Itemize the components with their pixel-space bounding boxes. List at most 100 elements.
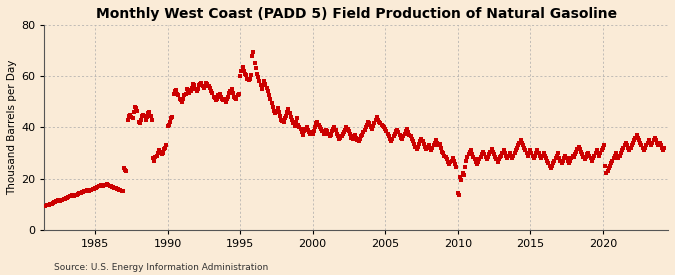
Point bbox=[162, 124, 173, 128]
Text: Source: U.S. Energy Information Administration: Source: U.S. Energy Information Administ… bbox=[54, 263, 268, 272]
Point bbox=[434, 142, 445, 146]
Point bbox=[503, 153, 514, 158]
Point bbox=[345, 131, 356, 136]
Point bbox=[446, 158, 457, 163]
Point bbox=[107, 185, 117, 189]
Point bbox=[335, 135, 346, 140]
Point bbox=[217, 97, 227, 101]
Point bbox=[185, 89, 196, 94]
Point bbox=[647, 141, 657, 145]
Point bbox=[114, 188, 125, 192]
Point bbox=[512, 146, 522, 150]
Point bbox=[140, 117, 151, 122]
Point bbox=[555, 158, 566, 163]
Point bbox=[451, 165, 462, 169]
Point bbox=[160, 146, 171, 150]
Point bbox=[35, 205, 46, 209]
Point bbox=[515, 138, 526, 142]
Point bbox=[283, 107, 294, 112]
Point bbox=[367, 126, 377, 131]
Point bbox=[90, 186, 101, 190]
Point bbox=[506, 153, 516, 158]
Point bbox=[365, 125, 376, 130]
Point bbox=[566, 156, 576, 160]
Point bbox=[529, 156, 539, 160]
Point bbox=[622, 143, 632, 147]
Point bbox=[485, 150, 495, 154]
Point bbox=[533, 151, 544, 155]
Point bbox=[632, 135, 643, 140]
Point bbox=[490, 155, 501, 159]
Point bbox=[182, 87, 192, 91]
Point bbox=[657, 146, 668, 150]
Point bbox=[154, 148, 165, 153]
Point bbox=[410, 144, 421, 149]
Point bbox=[348, 134, 359, 139]
Point bbox=[126, 115, 137, 119]
Point bbox=[539, 153, 550, 158]
Point bbox=[521, 151, 532, 155]
Point bbox=[606, 161, 617, 165]
Point bbox=[220, 100, 231, 104]
Point bbox=[587, 158, 597, 163]
Point bbox=[495, 155, 506, 159]
Point bbox=[121, 169, 132, 174]
Point bbox=[223, 94, 234, 99]
Point bbox=[481, 157, 492, 161]
Point bbox=[102, 182, 113, 186]
Point bbox=[472, 162, 483, 167]
Point bbox=[201, 80, 212, 85]
Point bbox=[654, 141, 665, 145]
Point bbox=[146, 117, 157, 122]
Point bbox=[535, 153, 545, 158]
Point bbox=[387, 137, 398, 141]
Point bbox=[513, 143, 524, 147]
Point bbox=[34, 205, 45, 210]
Point bbox=[593, 151, 603, 155]
Point bbox=[477, 152, 487, 156]
Point bbox=[584, 153, 595, 158]
Point bbox=[542, 158, 553, 163]
Point bbox=[417, 139, 428, 144]
Point bbox=[502, 156, 513, 160]
Point bbox=[553, 151, 564, 155]
Point bbox=[479, 152, 489, 156]
Point bbox=[468, 155, 479, 159]
Point bbox=[509, 151, 520, 155]
Point bbox=[256, 87, 267, 91]
Point bbox=[344, 129, 354, 133]
Point bbox=[596, 148, 607, 153]
Point bbox=[72, 192, 82, 197]
Point bbox=[597, 146, 608, 150]
Point bbox=[130, 105, 140, 109]
Point bbox=[631, 133, 642, 137]
Point bbox=[117, 189, 128, 194]
Point bbox=[136, 117, 146, 122]
Point bbox=[402, 126, 412, 131]
Point bbox=[317, 129, 327, 133]
Point bbox=[92, 185, 103, 189]
Point bbox=[97, 184, 108, 188]
Point bbox=[538, 151, 549, 155]
Point bbox=[629, 138, 640, 142]
Point bbox=[489, 152, 500, 156]
Point bbox=[630, 135, 641, 140]
Point bbox=[605, 164, 616, 168]
Point bbox=[292, 116, 302, 120]
Point bbox=[61, 196, 72, 200]
Point bbox=[318, 131, 329, 136]
Point bbox=[583, 151, 594, 155]
Point bbox=[168, 92, 179, 96]
Point bbox=[80, 189, 90, 193]
Point bbox=[163, 123, 174, 127]
Point bbox=[444, 162, 455, 167]
Point bbox=[347, 137, 358, 141]
Point bbox=[456, 178, 466, 182]
Point bbox=[536, 156, 547, 160]
Point bbox=[134, 121, 145, 126]
Point bbox=[221, 97, 232, 101]
Point bbox=[298, 133, 308, 137]
Point bbox=[288, 121, 299, 126]
Point bbox=[636, 143, 647, 147]
Point bbox=[541, 156, 551, 160]
